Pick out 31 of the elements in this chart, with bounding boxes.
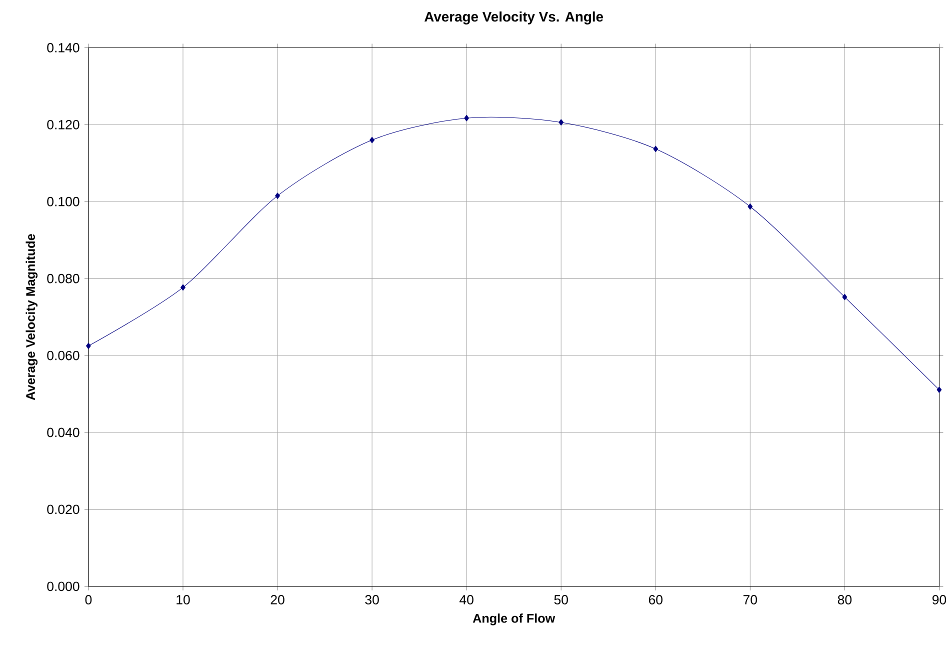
x-tick-label: 0 bbox=[85, 595, 92, 604]
x-tick-label: 10 bbox=[176, 595, 190, 604]
y-axis-title: Average Velocity Magnitude bbox=[26, 234, 38, 400]
x-tick-label: 80 bbox=[838, 595, 852, 604]
point bbox=[180, 284, 186, 291]
x-tick-label: 20 bbox=[270, 595, 284, 604]
x-tick-label: 50 bbox=[554, 595, 568, 604]
y-tick-label: 0.020 bbox=[47, 504, 80, 514]
y-tick-label: 0.040 bbox=[47, 428, 80, 438]
point bbox=[370, 136, 374, 144]
x-tick-label: 60 bbox=[648, 595, 662, 604]
x-tick-label: 30 bbox=[365, 595, 379, 604]
y-tick-label: 0.060 bbox=[47, 350, 80, 360]
point bbox=[653, 146, 658, 152]
y-tick-label: 0.140 bbox=[47, 43, 80, 52]
x-tick-label: 90 bbox=[932, 595, 946, 604]
y-tick-label: 0.080 bbox=[47, 274, 80, 284]
point bbox=[842, 294, 848, 300]
point bbox=[86, 342, 91, 350]
x-axis-title: Angle of Flow bbox=[472, 614, 556, 626]
point bbox=[464, 114, 470, 122]
point bbox=[558, 119, 564, 126]
x-tick-label: 40 bbox=[460, 595, 474, 604]
point bbox=[275, 192, 280, 200]
y-tick-label: 0.120 bbox=[47, 120, 80, 130]
y-tick-label: 0.000 bbox=[47, 582, 80, 592]
x-tick-label: 70 bbox=[743, 595, 758, 604]
chart-title: Average Velocity Vs. Angle bbox=[424, 11, 604, 24]
y-tick-label: 0.100 bbox=[47, 196, 80, 206]
point bbox=[748, 203, 753, 210]
point bbox=[936, 386, 942, 393]
